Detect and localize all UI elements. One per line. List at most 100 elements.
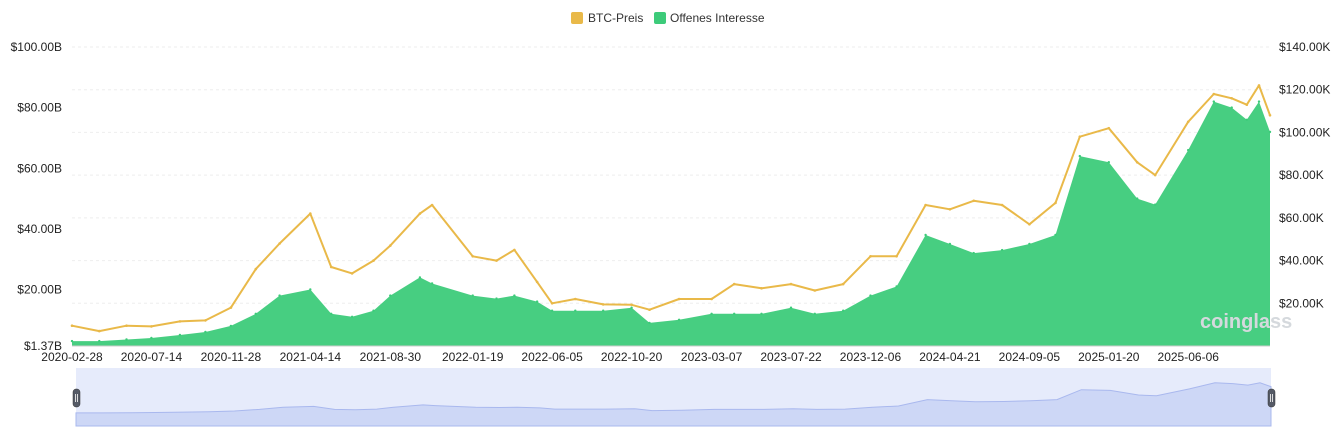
open-interest-point: [924, 233, 927, 237]
x-tick-label: 2020-11-28: [201, 350, 262, 364]
open-interest-point: [309, 288, 312, 291]
open-interest-point: [372, 309, 375, 312]
open-interest-point: [1054, 233, 1057, 237]
open-interest-point: [535, 300, 539, 303]
legend-swatch-oi[interactable]: [654, 12, 666, 24]
open-interest-point: [278, 294, 281, 297]
btc-price-point: [1054, 201, 1057, 205]
btc-price-point: [204, 319, 207, 322]
btc-price-point: [789, 282, 793, 286]
btc-price-point: [895, 254, 898, 258]
x-tick-label: 2021-08-30: [360, 350, 422, 364]
x-tick-label: 2024-04-21: [919, 350, 981, 364]
handle-grip-icon[interactable]: [72, 388, 81, 408]
open-interest-point: [1028, 242, 1031, 246]
btc-price-point: [1230, 97, 1233, 100]
btc-price-series: [70, 84, 1272, 333]
legend-label-btc[interactable]: BTC-Preis: [588, 11, 643, 25]
range-navigator[interactable]: [72, 368, 1276, 427]
y-left-tick-label: $40.00B: [17, 222, 62, 236]
open-interest-point: [842, 309, 845, 312]
open-interest-point: [1107, 161, 1111, 164]
open-interest-point: [813, 312, 816, 315]
navigator-right-handle[interactable]: [1267, 388, 1276, 408]
open-interest-point: [1187, 148, 1190, 152]
open-interest-point: [1257, 100, 1261, 103]
open-interest-point: [733, 312, 736, 315]
open-interest-point: [789, 306, 793, 309]
open-interest-point: [204, 330, 207, 334]
x-tick-label: 2023-03-07: [681, 350, 743, 364]
btc-price-point: [329, 265, 333, 269]
btc-price-point: [418, 212, 422, 215]
navigator-left-handle[interactable]: [72, 388, 81, 408]
btc-price-point: [1212, 92, 1216, 96]
btc-price-point: [1135, 161, 1139, 164]
open-interest-point: [229, 324, 233, 328]
y-axis-right: $140.00K $120.00K $100.00K $80.00K $60.00K $4…: [1279, 40, 1330, 310]
open-interest-point: [1230, 106, 1233, 109]
open-interest-point: [70, 339, 74, 343]
btc-price-point: [732, 282, 736, 286]
btc-price-point: [1245, 103, 1249, 106]
open-interest-point: [513, 294, 516, 297]
btc-price-point: [1268, 114, 1272, 117]
open-interest-point: [125, 338, 128, 341]
open-interest-point: [98, 339, 101, 343]
y-right-tick-label: $100.00K: [1279, 125, 1330, 139]
open-interest-point: [710, 312, 713, 315]
open-interest-point: [389, 294, 392, 297]
y-left-tick-label: $100.00B: [11, 40, 62, 54]
y-left-tick-label: $20.00B: [17, 283, 62, 297]
x-tick-label: 2021-04-14: [280, 350, 342, 364]
open-interest-point: [948, 242, 952, 246]
btc-price-point: [1000, 203, 1004, 207]
open-interest-point: [972, 251, 975, 255]
open-interest-point: [1245, 118, 1249, 122]
open-interest-point: [430, 282, 434, 285]
open-interest-point: [1000, 248, 1004, 252]
open-interest-series: [70, 100, 1272, 346]
btc-price-point: [1186, 120, 1190, 124]
y-right-tick-label: $80.00K: [1279, 168, 1324, 182]
x-tick-label: 2022-10-20: [601, 350, 663, 364]
btc-price-point: [1028, 223, 1031, 226]
x-tick-label: 2023-12-06: [840, 350, 902, 364]
btc-price-point: [430, 203, 434, 207]
btc-price-point: [948, 208, 952, 211]
btc-price-point: [924, 203, 927, 207]
open-interest-point: [1268, 130, 1272, 134]
open-interest-point: [150, 336, 153, 340]
y-left-tick-label: $1.37B: [24, 339, 62, 353]
handle-grip-icon[interactable]: [1267, 388, 1276, 408]
open-interest-point: [602, 309, 605, 312]
btc-price-point: [513, 248, 516, 252]
btc-price-point: [350, 272, 354, 275]
open-interest-point: [1212, 100, 1216, 103]
btc-price-point: [760, 287, 763, 290]
btc-price-point: [1107, 126, 1111, 130]
y-right-tick-label: $140.00K: [1279, 40, 1330, 54]
open-interest-point: [869, 294, 872, 297]
y-right-tick-label: $20.00K: [1279, 296, 1324, 310]
y-left-tick-label: $80.00B: [17, 101, 62, 115]
legend-swatch-btc[interactable]: [571, 12, 583, 24]
open-interest-point: [550, 309, 554, 312]
watermark-coinglass: coinglass: [1200, 311, 1292, 333]
btc-price-point: [841, 282, 845, 286]
open-interest-point: [1136, 197, 1139, 200]
y-right-tick-label: $120.00K: [1279, 83, 1330, 97]
x-tick-label: 2020-07-14: [121, 350, 183, 364]
legend: BTC-Preis Offenes Interesse: [571, 11, 765, 25]
legend-label-oi[interactable]: Offenes Interesse: [670, 11, 765, 25]
btc-price-point: [254, 267, 258, 271]
open-interest-point: [895, 285, 898, 288]
y-left-tick-label: $60.00B: [17, 161, 62, 175]
btc-price-point: [813, 289, 817, 292]
x-tick-label: 2023-07-22: [760, 350, 822, 364]
navigator-series: [75, 382, 1272, 427]
btc-price-point: [550, 302, 554, 305]
open-interest-point: [1154, 203, 1157, 206]
btc-price-point: [677, 297, 681, 301]
x-tick-label: 2022-01-19: [442, 350, 504, 364]
